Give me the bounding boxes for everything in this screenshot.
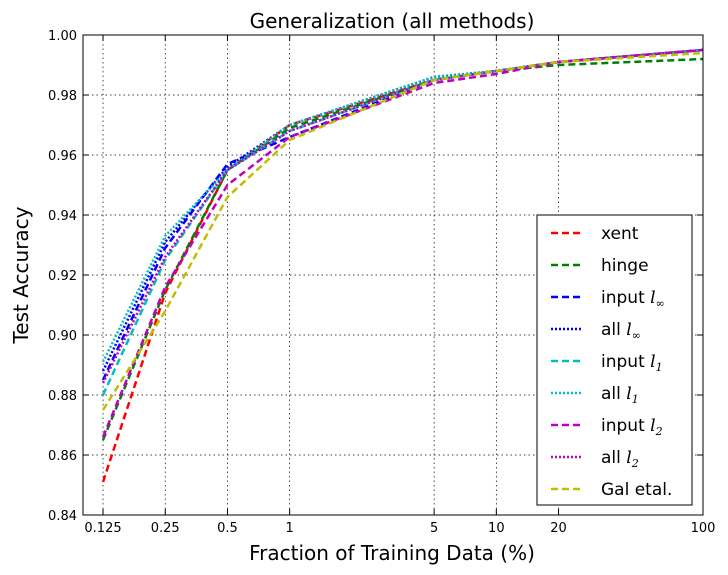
- x-axis-title: Fraction of Training Data (%): [249, 541, 535, 565]
- legend-label-6: input l2: [601, 416, 663, 438]
- x-tick-label: 0.125: [84, 521, 121, 536]
- y-axis-title: Test Accuracy: [9, 206, 33, 344]
- y-tick-label: 0.92: [48, 269, 77, 284]
- series-line-5: [101, 48, 704, 363]
- x-tick-label: 5: [430, 521, 438, 536]
- legend-label-7: all l2: [601, 448, 639, 470]
- series-line-1: [101, 57, 704, 441]
- legend-label-8: Gal etal.: [601, 480, 672, 500]
- series-line-7: [101, 48, 704, 384]
- x-tick-label: 10: [488, 521, 505, 536]
- legend-label-3: all l∞: [601, 320, 641, 342]
- legend-label-0: xent: [601, 224, 639, 244]
- x-tick-label: 100: [691, 521, 716, 536]
- x-tick-label: 1: [286, 521, 294, 536]
- x-tick-label: 0.5: [217, 521, 238, 536]
- y-tick-label: 0.94: [48, 209, 77, 224]
- legend-label-5: all l1: [601, 384, 639, 406]
- series-line-8: [101, 51, 704, 411]
- legend: xent hinge input l∞ all l∞ input l1 all l1 inp…: [536, 214, 693, 506]
- y-tick-label: 1.00: [48, 29, 77, 44]
- y-tick-label: 0.88: [48, 389, 77, 404]
- x-tick-label: 20: [550, 521, 567, 536]
- axis-ticks: 0.125 0.25 0.5 1 5 10 20 100 0.84 0.86 0.88 0.90 0.9…: [48, 29, 715, 536]
- legend-label-2: input l∞: [601, 288, 665, 310]
- y-tick-label: 0.98: [48, 89, 77, 104]
- y-tick-label: 0.86: [48, 449, 77, 464]
- x-tick-label: 0.25: [151, 521, 180, 536]
- series-lines: [101, 48, 704, 483]
- y-tick-label: 0.90: [48, 329, 77, 344]
- legend-label-4: input l1: [601, 352, 663, 374]
- y-tick-label: 0.96: [48, 149, 77, 164]
- chart-title: Generalization (all methods): [250, 9, 535, 33]
- legend-label-1: hinge: [601, 256, 649, 276]
- y-tick-label: 0.84: [48, 509, 77, 524]
